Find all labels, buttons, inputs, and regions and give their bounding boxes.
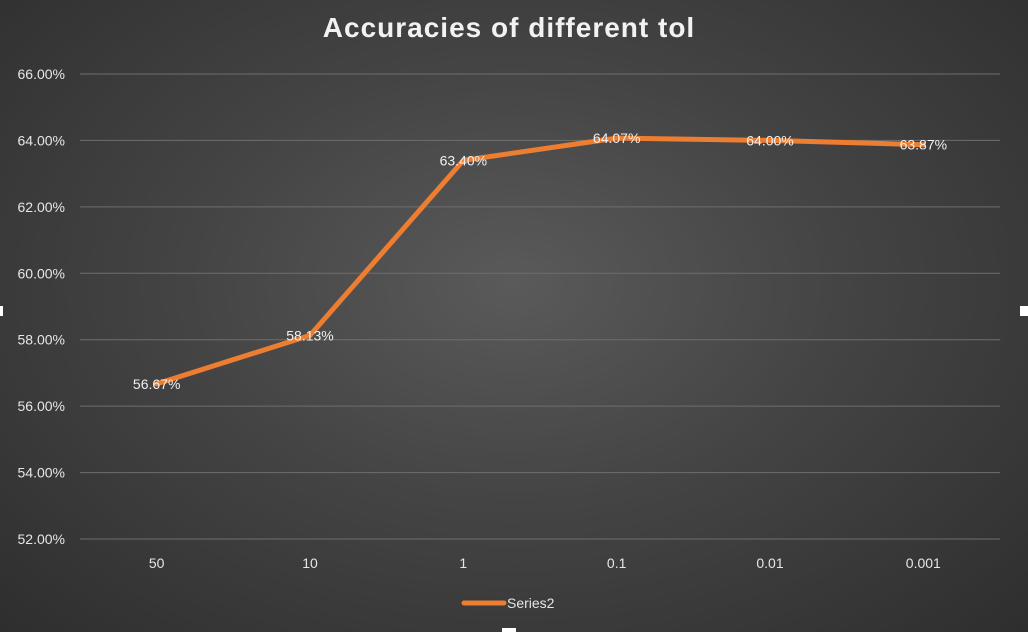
data-point (307, 332, 313, 338)
y-tick-label: 62.00% (18, 199, 65, 215)
data-label: 64.07% (593, 130, 640, 146)
data-label: 64.00% (746, 132, 793, 148)
resize-handle-bottom[interactable] (502, 628, 516, 636)
data-label: 63.87% (900, 137, 947, 153)
legend-label: Series2 (507, 595, 555, 611)
x-tick-label: 0.1 (607, 555, 627, 571)
data-label: 58.13% (286, 327, 333, 343)
x-tick-label: 1 (459, 555, 467, 571)
y-tick-label: 66.00% (18, 66, 65, 82)
data-point (460, 157, 466, 163)
chart-title: Accuracies of different tol (322, 12, 696, 43)
x-tick-label: 50 (149, 555, 165, 571)
data-label: 56.67% (133, 376, 180, 392)
y-tick-label: 56.00% (18, 398, 65, 414)
data-point (767, 137, 773, 143)
y-tick-label: 52.00% (18, 531, 65, 547)
y-tick-label: 58.00% (18, 332, 65, 348)
resize-handle-left[interactable] (0, 306, 3, 316)
data-point (920, 142, 926, 148)
y-tick-label: 64.00% (18, 132, 65, 148)
x-tick-label: 0.01 (756, 555, 783, 571)
resize-handle-right[interactable] (1020, 306, 1028, 316)
series-line (154, 135, 926, 387)
y-tick-label: 54.00% (18, 465, 65, 481)
data-point (614, 135, 620, 141)
x-tick-label: 10 (302, 555, 318, 571)
x-tick-label: 0.001 (906, 555, 941, 571)
data-label: 63.40% (440, 152, 487, 168)
y-tick-label: 60.00% (18, 265, 65, 281)
data-point (154, 381, 160, 387)
